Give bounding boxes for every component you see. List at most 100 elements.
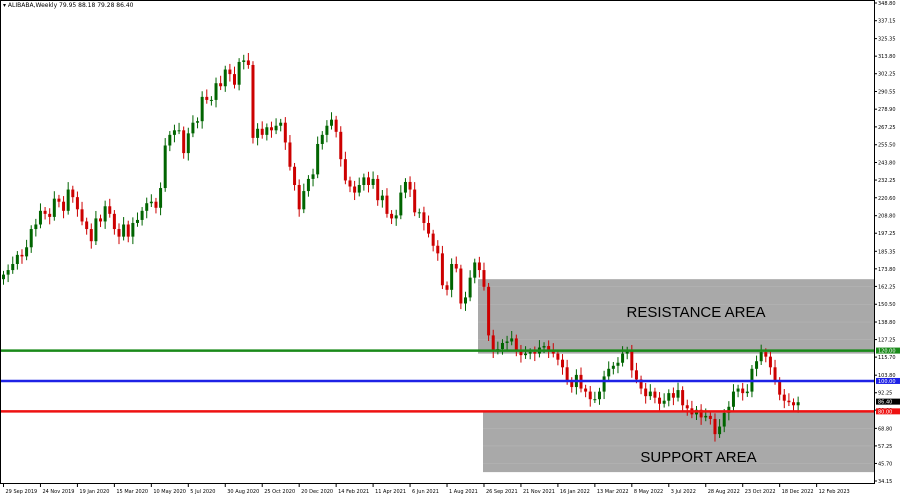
candle-body: [20, 254, 24, 257]
candle-body: [251, 64, 255, 138]
candle-body: [584, 388, 588, 392]
candle-body: [297, 184, 301, 210]
candle-body: [362, 177, 366, 185]
candle-body: [25, 247, 29, 257]
candle-body: [348, 180, 352, 187]
x-tick-label: 18 Dec 2022: [782, 489, 814, 495]
candle-body: [759, 352, 763, 362]
candle-body: [131, 222, 135, 237]
candle-body: [556, 353, 560, 360]
candle-body: [112, 213, 116, 230]
y-tick-label: 103.80: [878, 373, 896, 379]
candle-body: [149, 201, 153, 204]
price-tag: [876, 408, 900, 415]
price-tag-label: 100.00: [878, 379, 896, 385]
x-tick-label: 12 Feb 2023: [819, 489, 850, 495]
x-tick-label: 5 Jul 2020: [190, 489, 215, 495]
y-tick-label: 138.80: [878, 320, 896, 326]
levels-layer: [0, 349, 874, 413]
y-tick-label: 243.80: [878, 161, 896, 167]
candle-body: [38, 210, 42, 225]
price-tag-label: 80.00: [878, 409, 892, 415]
candle-body: [468, 277, 472, 298]
x-tick-label: 6 Jun 2021: [412, 489, 439, 495]
candle-body: [482, 270, 486, 287]
candle-body: [634, 370, 638, 380]
candle-body: [172, 130, 176, 135]
candle-body: [796, 402, 800, 406]
labels-layer: RESISTANCE AREA SUPPORT AREA 120.00 100.00 8…: [627, 304, 900, 466]
x-tick-label: 20 Dec 2020: [301, 489, 333, 495]
candle-body: [699, 409, 703, 418]
candle-body: [528, 352, 532, 354]
y-tick-label: 173.80: [878, 267, 896, 273]
candle-body: [205, 96, 209, 100]
candle-body: [621, 353, 625, 363]
candle-body: [630, 350, 634, 371]
candle-body: [662, 400, 666, 404]
y-tick-label: 302.25: [878, 72, 896, 78]
candle-body: [15, 254, 19, 264]
y-tick-label: 337.15: [878, 19, 896, 25]
candle-body: [242, 60, 246, 62]
candle-body: [658, 397, 662, 404]
candle-body: [625, 350, 629, 354]
candle-body: [2, 274, 5, 280]
y-tick-label: 68.80: [878, 426, 892, 432]
zone-support-area: [483, 411, 874, 473]
y-tick-label: 45.70: [878, 461, 892, 467]
x-tick-label: 1 Aug 2021: [449, 489, 478, 495]
candle-body: [667, 393, 671, 401]
candle-body: [565, 367, 569, 381]
candle-body: [408, 181, 412, 190]
candle-body: [792, 402, 796, 406]
x-tick-label: 25 Oct 2020: [264, 489, 295, 495]
zone-resistance-area: [478, 279, 874, 354]
candle-body: [417, 212, 421, 214]
candle-body: [117, 229, 121, 237]
candle-body: [745, 391, 749, 394]
candle-body: [459, 268, 463, 304]
x-tick-label: 15 Mar 2020: [116, 489, 148, 495]
x-tick-label: 11 Apr 2021: [375, 489, 406, 495]
candle-body: [639, 379, 643, 389]
candle-body: [200, 96, 204, 122]
candle-body: [306, 178, 310, 192]
y-tick-label: 197.25: [878, 231, 896, 237]
y-tick-label: 278.90: [878, 107, 896, 113]
candle-body: [755, 361, 759, 369]
zones-layer: [478, 279, 874, 473]
candle-body: [454, 263, 458, 269]
x-tick-label: 30 Aug 2020: [227, 489, 259, 495]
candle-body: [62, 201, 66, 211]
candle-body: [11, 263, 15, 271]
zone-label-support: SUPPORT AREA: [640, 449, 756, 466]
candle-body: [768, 356, 772, 368]
candle-body: [676, 390, 680, 398]
y-tick-label: 220.60: [878, 196, 896, 202]
candle-body: [52, 198, 56, 217]
candle-body: [135, 219, 139, 223]
x-tick-label: 8 May 2022: [634, 489, 663, 495]
x-tick-label: 10 May 2020: [153, 489, 186, 495]
price-tag: [876, 377, 900, 384]
candle-body: [588, 391, 592, 400]
candle-body: [209, 99, 213, 101]
candle-body: [126, 224, 130, 237]
candle-body: [519, 350, 523, 356]
candle-body: [6, 270, 10, 275]
candle-body: [464, 297, 467, 304]
y-tick-label: 313.80: [878, 54, 896, 60]
candle-body: [727, 406, 731, 413]
x-tick-label: 19 Jan 2020: [79, 489, 109, 495]
candle-body: [547, 346, 551, 351]
candle-body: [66, 189, 70, 211]
y-axis: 348.80 337.15 325.35 313.80 302.25 290.55 278.…: [874, 1, 896, 485]
candle-body: [34, 224, 38, 230]
price-tag: [876, 398, 900, 405]
candle-body: [145, 203, 149, 211]
x-tick-label: 16 Jan 2022: [560, 489, 590, 495]
candle-body: [722, 412, 726, 427]
y-tick-label: 127.25: [878, 338, 896, 344]
